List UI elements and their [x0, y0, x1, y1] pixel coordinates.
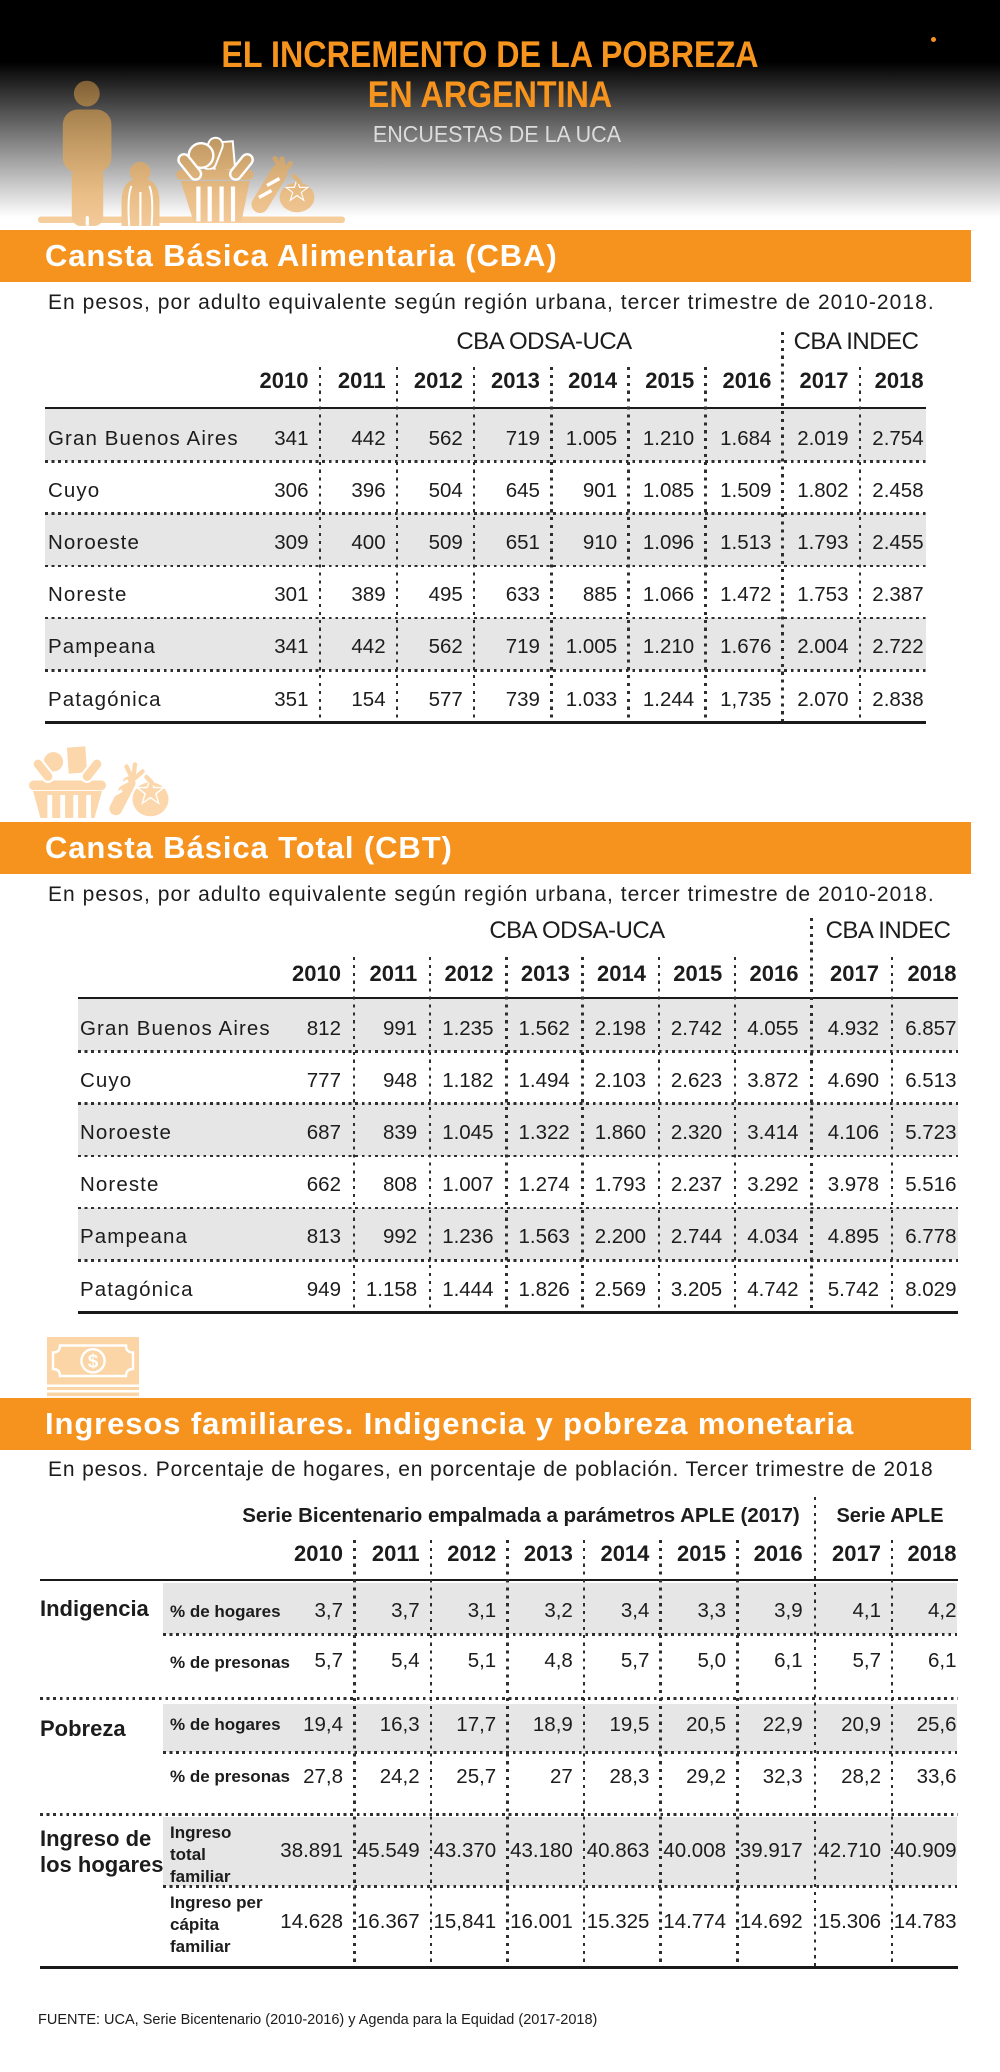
- svg-text:$: $: [88, 1352, 99, 1373]
